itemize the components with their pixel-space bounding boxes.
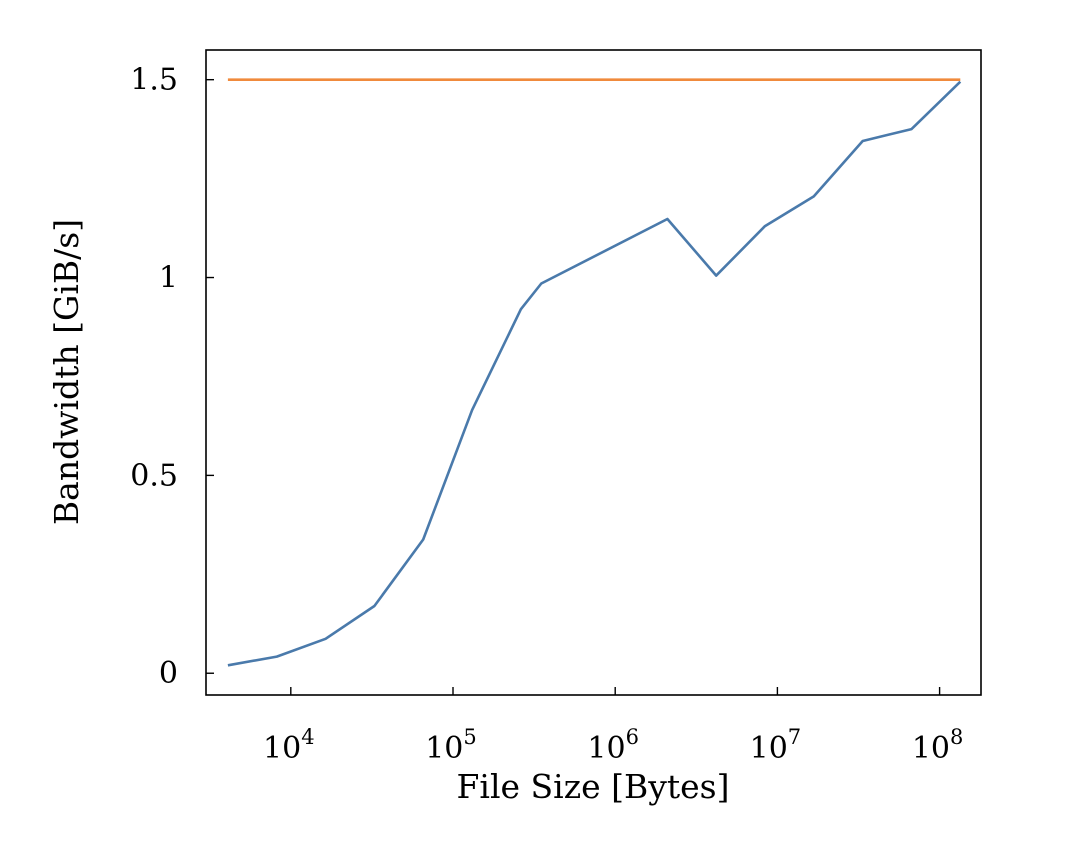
x-tick-label: 105 — [425, 725, 477, 766]
x-tick-label: 108 — [912, 725, 964, 766]
x-tick-base: 10 — [912, 731, 950, 766]
x-tick-base: 10 — [587, 731, 625, 766]
x-tick-exponent: 8 — [950, 725, 963, 749]
x-tick-base: 10 — [750, 731, 788, 766]
x-tick-exponent: 4 — [301, 725, 314, 749]
x-tick-base: 10 — [425, 731, 463, 766]
y-axis: 0 0.5 1 1.5 — [130, 63, 214, 691]
y-tick-label: 0.5 — [130, 458, 178, 493]
x-tick-exponent: 5 — [463, 725, 476, 749]
x-tick-label: 104 — [263, 725, 315, 766]
series-layer — [227, 78, 962, 667]
x-tick-label: 107 — [750, 725, 802, 766]
x-tick-exponent: 6 — [626, 725, 639, 749]
y-tick-label: 1.5 — [130, 63, 178, 98]
x-axis-label: File Size [Bytes] — [457, 767, 730, 806]
x-tick-exponent: 7 — [788, 725, 801, 749]
x-tick-label: 106 — [587, 725, 639, 766]
x-tick-base: 10 — [263, 731, 301, 766]
y-tick-label: 1 — [159, 261, 178, 296]
y-tick-label: 0 — [159, 656, 178, 691]
y-axis-label: Bandwidth [GiB/s] — [47, 219, 86, 525]
x-axis: 104 105 106 107 108 — [263, 687, 963, 766]
series-line-1 — [227, 80, 962, 667]
plot-frame — [205, 49, 982, 696]
